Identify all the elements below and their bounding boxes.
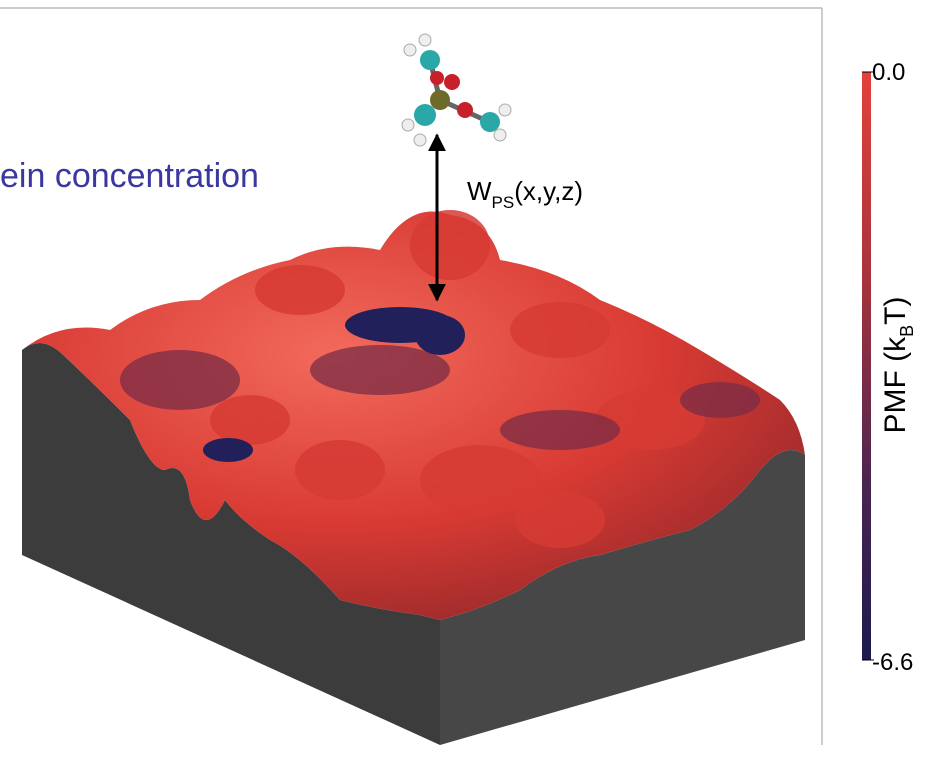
surface xyxy=(22,211,805,620)
colorbar-label-suffix: T) xyxy=(879,297,912,325)
arrow-label-main: W xyxy=(467,176,492,206)
box-right-face xyxy=(440,450,805,745)
colorbar-tick-label: 0.0 xyxy=(872,59,905,86)
surface-minima xyxy=(203,307,465,462)
colorbar xyxy=(862,72,871,660)
colorbar-ticks: 0.0 -6.6 xyxy=(862,59,913,676)
molecule xyxy=(401,33,512,147)
colorbar-label: PMF (kBT) xyxy=(879,297,917,434)
arrow-label: WPS(x,y,z) xyxy=(467,176,583,212)
colorbar-label-main: PMF (k xyxy=(879,336,912,434)
surface-wells xyxy=(120,345,760,450)
colorbar-tick-label: -6.6 xyxy=(872,649,913,676)
headline: ein concentration xyxy=(0,157,259,195)
arrow-label-suffix: (x,y,z) xyxy=(514,176,583,206)
colorbar-label-subscript: B xyxy=(897,325,917,337)
box-left-face xyxy=(22,342,440,745)
surface-bumps xyxy=(210,210,705,548)
arrow-label-subscript: PS xyxy=(492,193,515,212)
